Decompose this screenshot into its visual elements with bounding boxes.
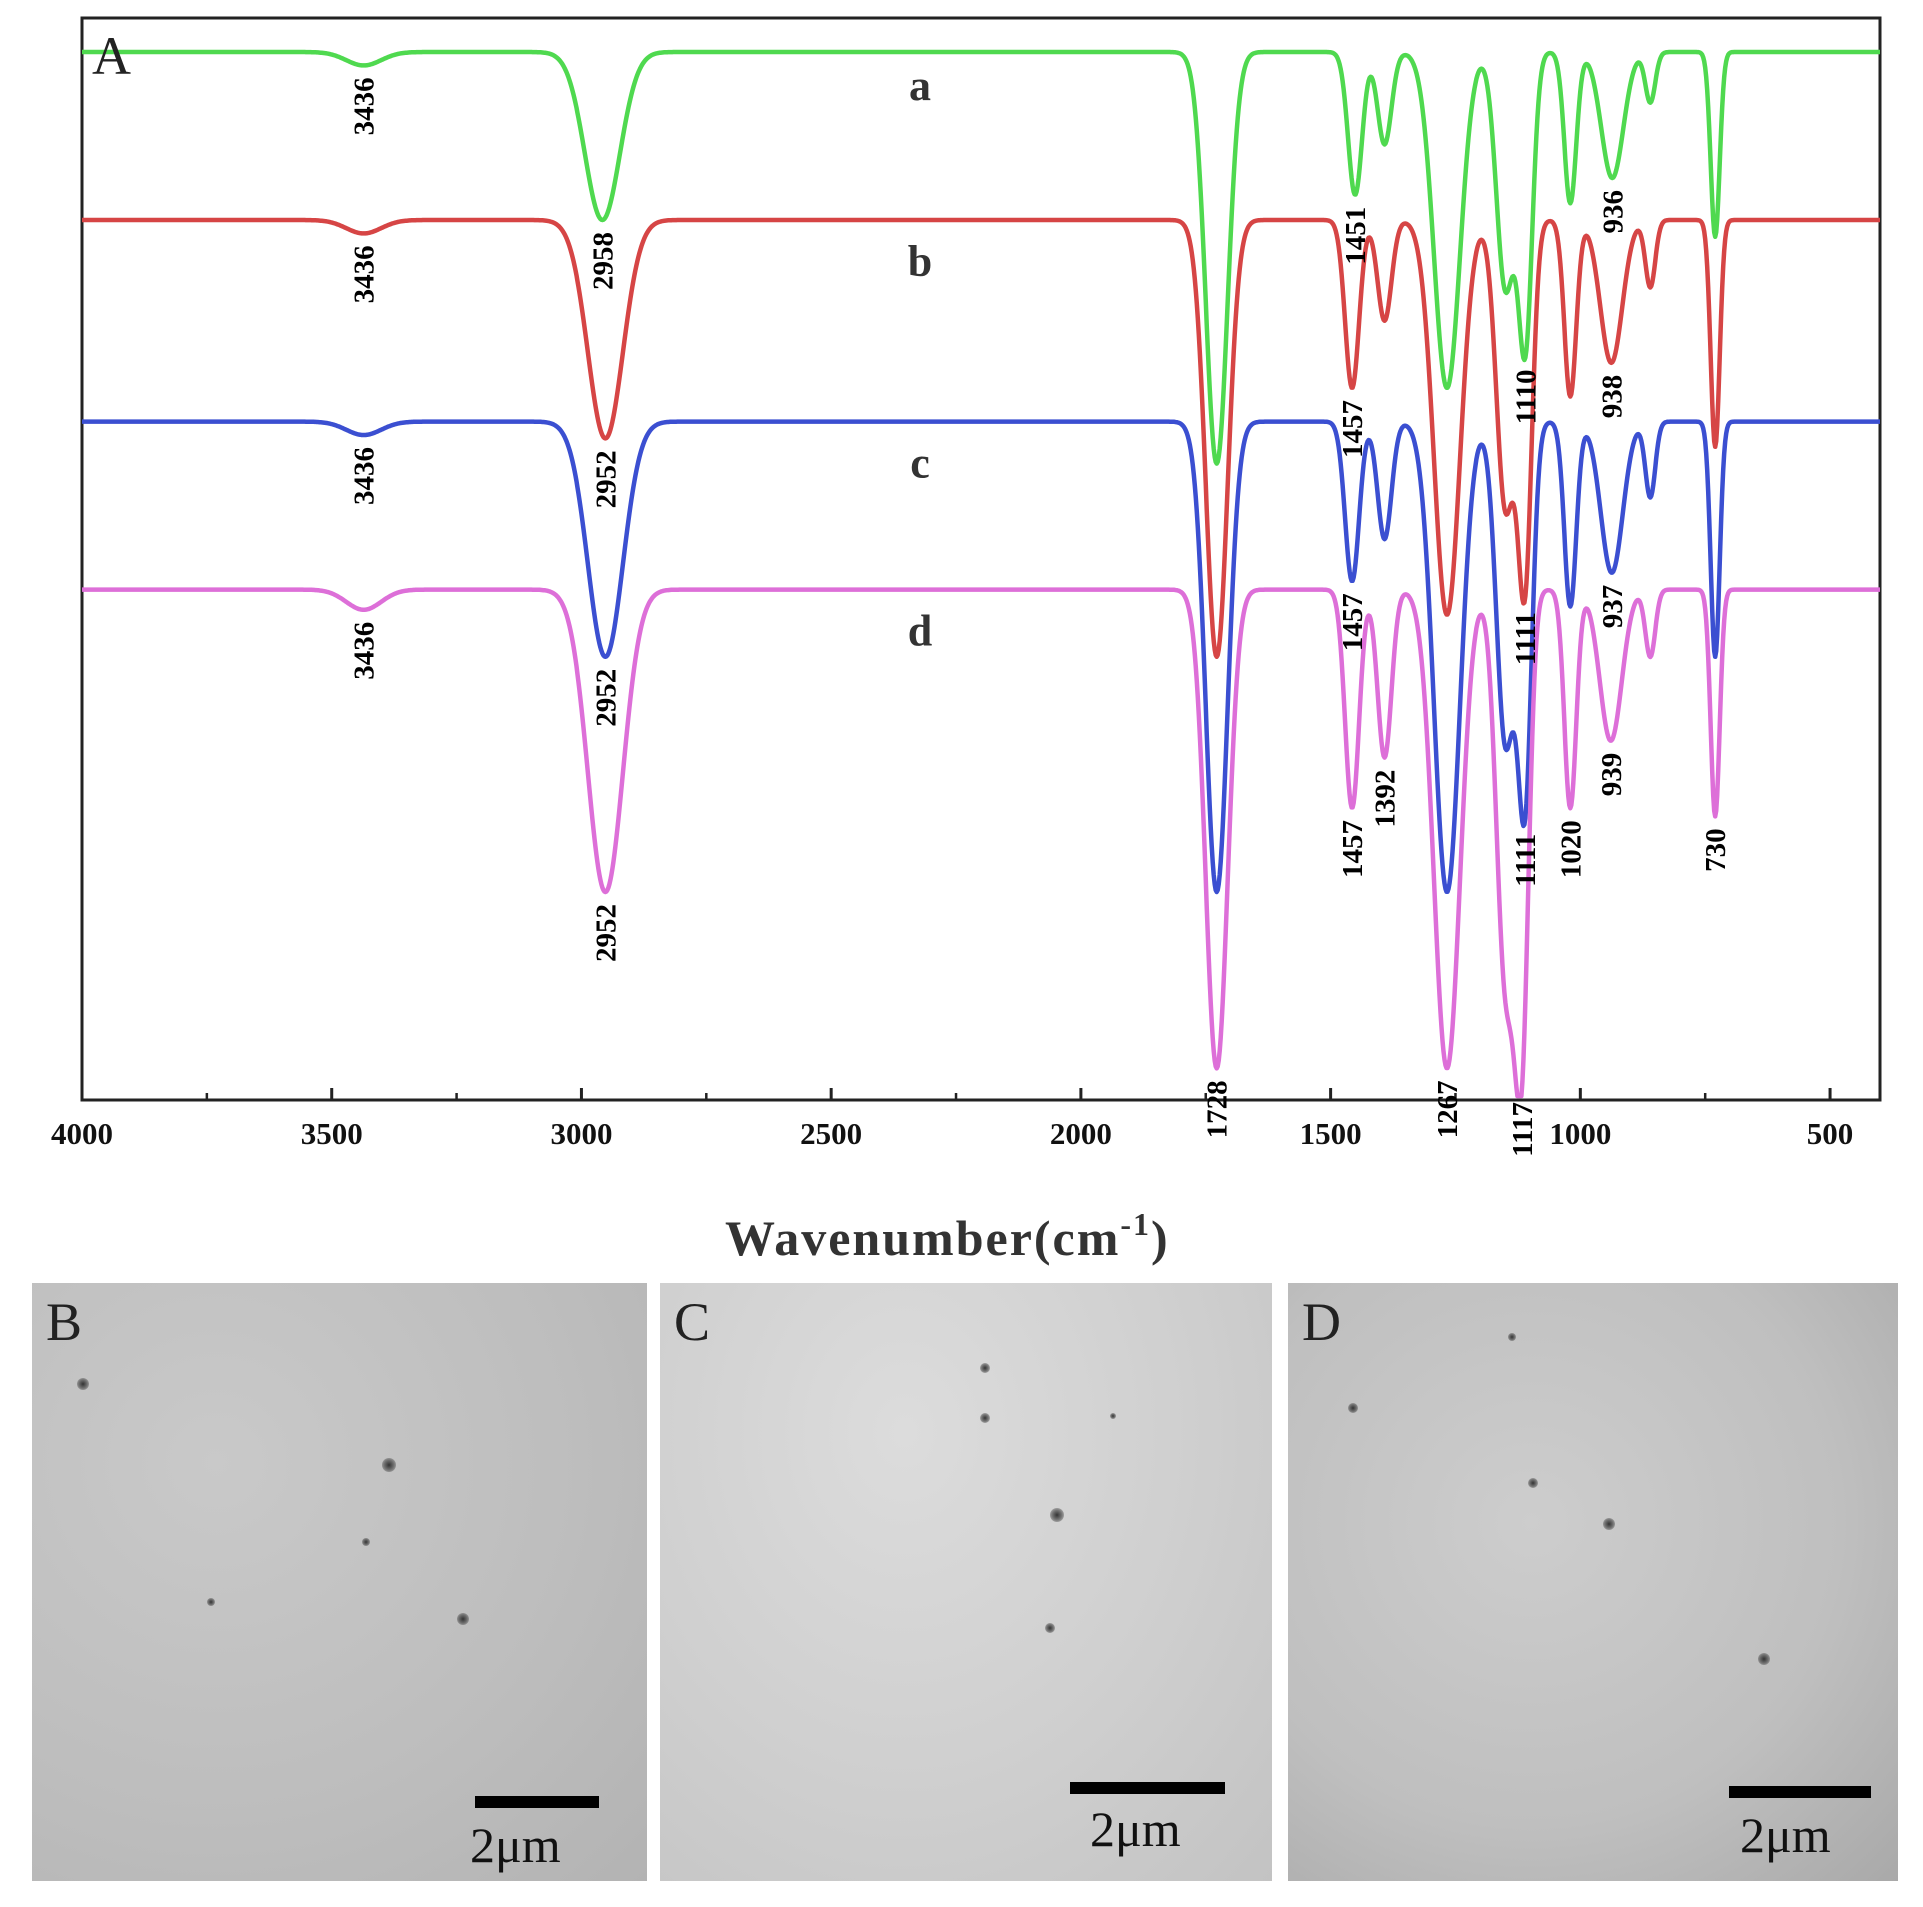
peak-label: 1457 [1337,593,1369,651]
x-tick-label: 2000 [1050,1116,1112,1151]
x-axis-title-sup: -1 [1120,1206,1151,1242]
scale-bar-label: 2μm [1740,1807,1831,1863]
micrograph-d: D [1288,1283,1898,1881]
x-axis-ticks: 4000 3500 3000 2500 2000 1500 1000 500 [51,1088,1853,1151]
peak-label: 2958 [587,232,619,290]
peak-label: 1111 [1510,834,1542,887]
particle-speck [1528,1478,1538,1488]
x-tick-label: 3500 [301,1116,363,1151]
scale-bar-label: 2μm [1090,1801,1181,1857]
x-tick-label: 1000 [1549,1116,1611,1151]
series-label-d: d [908,607,932,656]
particle-speck [980,1413,990,1423]
peak-label: 938 [1596,375,1628,419]
particle-speck [1050,1508,1064,1522]
particle-speck [1348,1403,1358,1413]
peak-label: 1457 [1337,820,1369,878]
x-axis-title-main: Wavenumber(cm [725,1210,1120,1266]
peak-label: 3436 [349,622,381,680]
particle-speck [1045,1623,1055,1633]
peak-label: 1110 [1510,370,1542,425]
peak-label: 1728 [1202,1080,1234,1138]
panel-label-a: A [92,26,131,86]
particle-speck [457,1613,469,1625]
particle-speck [1603,1518,1615,1530]
micrograph-label: B [46,1292,83,1352]
peak-labels: 3436 3436 3436 3436 2958 2952 2952 2952 1728 1451… [349,77,1732,1157]
micrograph-c: C [660,1283,1272,1881]
peak-label: 1451 [1340,207,1372,265]
peak-label: 730 [1700,828,1732,872]
particle-speck [1508,1333,1516,1341]
particle-speck [1758,1653,1770,1665]
series-label-a: a [909,61,931,110]
peak-label: 3436 [349,447,381,505]
x-tick-label: 4000 [51,1116,113,1151]
series-b-line [80,217,1882,660]
x-tick-label: 500 [1807,1116,1854,1151]
particle-speck [1110,1413,1116,1419]
micrograph-label: C [674,1292,711,1352]
peak-label: 937 [1597,585,1629,629]
x-tick-label: 3000 [550,1116,612,1151]
peak-label: 3436 [349,77,381,135]
peak-label: 1457 [1337,400,1369,458]
series-label-c: c [910,439,930,488]
x-axis-title: Wavenumber(cm-1) [725,1206,1170,1266]
scale-bar [1729,1786,1871,1798]
peak-label: 2952 [590,450,622,508]
series-layer [80,49,1882,1099]
scale-bar [1070,1782,1225,1794]
peak-label: 1392 [1370,770,1402,828]
peak-label: 1267 [1432,1080,1464,1138]
series-letters: a b c d [908,61,932,656]
series-d-line [80,587,1882,1099]
peak-label: 936 [1597,190,1629,234]
particle-speck [362,1538,370,1546]
peak-label: 3436 [349,245,381,303]
x-tick-label: 1500 [1300,1116,1362,1151]
micrograph-label: D [1302,1292,1341,1352]
peak-label: 2952 [590,669,622,727]
x-axis-title-close: ) [1151,1210,1170,1266]
peak-label: 1111 [1510,612,1542,665]
series-c-line [80,419,1882,895]
plot-frame [80,16,1882,1102]
scale-bar [475,1796,599,1808]
particle-speck [207,1598,215,1606]
peak-label: 939 [1596,753,1628,797]
particle-speck [77,1378,89,1390]
micrograph-b: B [32,1283,647,1881]
particle-speck [382,1458,396,1472]
ftir-chart: 4000 3500 3000 2500 2000 1500 1000 500 34363436… [51,16,1882,1266]
peak-label: 1020 [1555,820,1587,878]
peak-label: 2952 [590,904,622,962]
peak-label: 1117 [1507,1102,1539,1157]
x-tick-label: 2500 [800,1116,862,1151]
particle-speck [980,1363,990,1373]
scale-bar-label: 2μm [470,1817,561,1873]
series-a-line [80,49,1882,466]
series-label-b: b [908,237,932,286]
